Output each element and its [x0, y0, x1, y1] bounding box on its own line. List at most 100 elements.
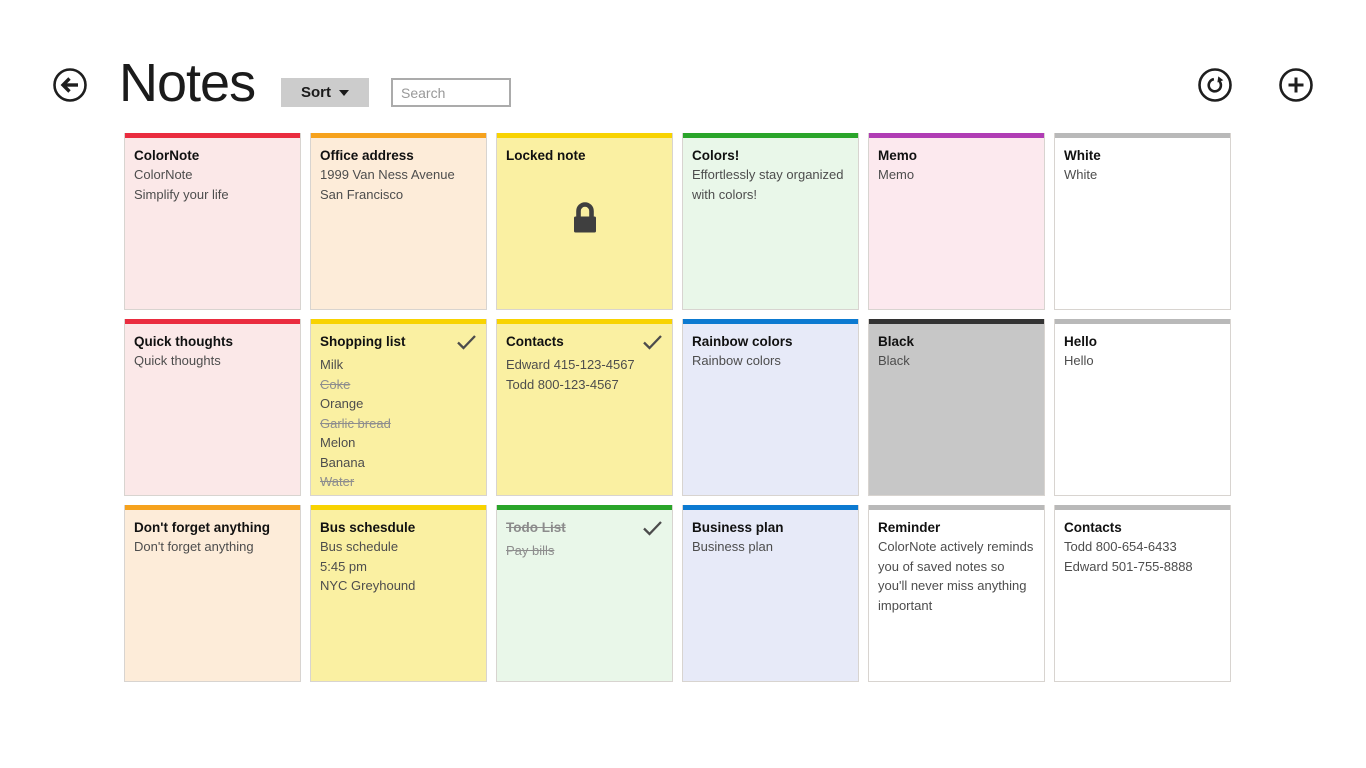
note-title: ColorNote [134, 148, 200, 163]
note-card[interactable]: Rainbow colors Rainbow colors [682, 319, 859, 496]
note-line: Orange [320, 396, 364, 411]
note-body: Edward 415-123-4567 Todd 800-123-4567 [506, 355, 663, 394]
note-content: Black Black [869, 324, 1044, 379]
note-color-bar [311, 505, 486, 510]
note-card[interactable]: Hello Hello [1054, 319, 1231, 496]
note-line: Don't forget anything [134, 539, 254, 554]
note-card[interactable]: Office address 1999 Van Ness Avenue San F… [310, 133, 487, 310]
note-line: Todd 800-123-4567 [506, 376, 619, 392]
note-line: Black [878, 353, 910, 368]
note-card[interactable]: Contacts Edward 415-123-4567 Todd 800-123… [496, 319, 673, 496]
note-color-bar [125, 133, 300, 138]
note-line: ColorNote actively reminds you of saved … [878, 539, 1034, 613]
note-body: Black [878, 351, 1035, 371]
note-content: Locked note [497, 138, 672, 173]
note-line: Garlic bread [320, 415, 391, 431]
note-color-bar [869, 505, 1044, 510]
add-note-button[interactable] [1278, 67, 1314, 103]
note-content: Business plan Business plan [683, 510, 858, 565]
note-line: Hello [1064, 353, 1094, 368]
note-body: Don't forget anything [134, 537, 291, 557]
note-card[interactable]: Contacts Todd 800-654-6433 Edward 501-755… [1054, 505, 1231, 682]
note-color-bar [1055, 505, 1230, 510]
note-body: Todd 800-654-6433 Edward 501-755-8888 [1064, 537, 1221, 576]
note-title: Black [878, 334, 915, 349]
note-card[interactable]: Memo Memo [868, 133, 1045, 310]
note-line: Effortlessly stay organized with colors! [692, 167, 844, 202]
note-line: Edward 415-123-4567 [506, 357, 635, 372]
note-line: Todd 800-654-6433 [1064, 539, 1177, 554]
chevron-down-icon [339, 89, 349, 96]
note-title: Todo List [506, 520, 566, 535]
note-color-bar [683, 505, 858, 510]
back-button[interactable] [52, 67, 88, 103]
note-line: Coke [320, 376, 351, 392]
note-body: Pay bills [506, 541, 663, 561]
note-line: Edward 501-755-8888 [1064, 558, 1193, 574]
note-body: Bus schedule 5:45 pm NYC Greyhound [320, 537, 477, 596]
note-body: Business plan [692, 537, 849, 557]
note-content: Reminder ColorNote actively reminds you … [869, 510, 1044, 623]
back-arrow-icon [52, 67, 88, 103]
note-line: NYC Greyhound [320, 578, 416, 593]
notes-grid: ColorNote ColorNote Simplify your life Of… [124, 133, 1231, 682]
note-title: Hello [1064, 334, 1098, 349]
note-content: Contacts Edward 415-123-4567 Todd 800-123… [497, 324, 672, 402]
note-color-bar [125, 505, 300, 510]
search-input[interactable] [391, 78, 511, 107]
note-line: Banana [320, 454, 365, 470]
refresh-button[interactable] [1197, 67, 1233, 103]
checkmark-icon [642, 520, 663, 541]
note-color-bar [1055, 133, 1230, 138]
note-body: Memo [878, 165, 1035, 185]
note-body: ColorNote Simplify your life [134, 165, 291, 204]
note-body: Rainbow colors [692, 351, 849, 371]
note-line: Pay bills [506, 543, 555, 558]
note-line: Memo [878, 167, 915, 182]
note-title: Reminder [878, 520, 941, 535]
note-content: Quick thoughts Quick thoughts [125, 324, 300, 379]
note-color-bar [497, 505, 672, 510]
note-card[interactable]: Todo List Pay bills [496, 505, 673, 682]
note-title: Shopping list [320, 334, 406, 349]
note-title: Rainbow colors [692, 334, 793, 349]
note-content: Don't forget anything Don't forget anyth… [125, 510, 300, 565]
note-body: White [1064, 165, 1221, 185]
note-card[interactable]: ColorNote ColorNote Simplify your life [124, 133, 301, 310]
note-body: 1999 Van Ness Avenue San Francisco [320, 165, 477, 204]
note-card[interactable]: Black Black [868, 319, 1045, 496]
note-title: Colors! [692, 148, 740, 163]
note-line: Rainbow colors [692, 353, 781, 368]
note-content: Office address 1999 Van Ness Avenue San F… [311, 138, 486, 212]
note-line: 1999 Van Ness Avenue [320, 167, 455, 182]
note-card[interactable]: Colors! Effortlessly stay organized with… [682, 133, 859, 310]
lock-icon [569, 201, 601, 242]
note-color-bar [683, 319, 858, 324]
note-content: Shopping list Milk Coke Orange Garlic bread… [311, 324, 486, 495]
note-card[interactable]: Shopping list Milk Coke Orange Garlic bread… [310, 319, 487, 496]
note-card[interactable]: White White [1054, 133, 1231, 310]
note-card[interactable]: Bus schesdule Bus schedule 5:45 pm NYC Gre… [310, 505, 487, 682]
note-line: Business plan [692, 539, 773, 554]
note-title: Office address [320, 148, 414, 163]
note-line: Water [320, 474, 355, 489]
note-content: White White [1055, 138, 1230, 193]
note-color-bar [125, 319, 300, 324]
note-card[interactable]: Business plan Business plan [682, 505, 859, 682]
note-content: Bus schesdule Bus schedule 5:45 pm NYC Gre… [311, 510, 486, 604]
note-color-bar [869, 319, 1044, 324]
note-card[interactable]: Locked note [496, 133, 673, 310]
sort-button[interactable]: Sort [281, 78, 369, 107]
page-title: Notes [119, 53, 256, 113]
note-color-bar [311, 319, 486, 324]
note-body: ColorNote actively reminds you of saved … [878, 537, 1035, 615]
note-line: San Francisco [320, 186, 404, 202]
note-card[interactable]: Reminder ColorNote actively reminds you … [868, 505, 1045, 682]
note-line: Melon [320, 435, 356, 450]
note-color-bar [497, 319, 672, 324]
note-card[interactable]: Quick thoughts Quick thoughts [124, 319, 301, 496]
note-card[interactable]: Don't forget anything Don't forget anyth… [124, 505, 301, 682]
note-color-bar [683, 133, 858, 138]
note-line: White [1064, 167, 1098, 182]
note-content: Hello Hello [1055, 324, 1230, 379]
